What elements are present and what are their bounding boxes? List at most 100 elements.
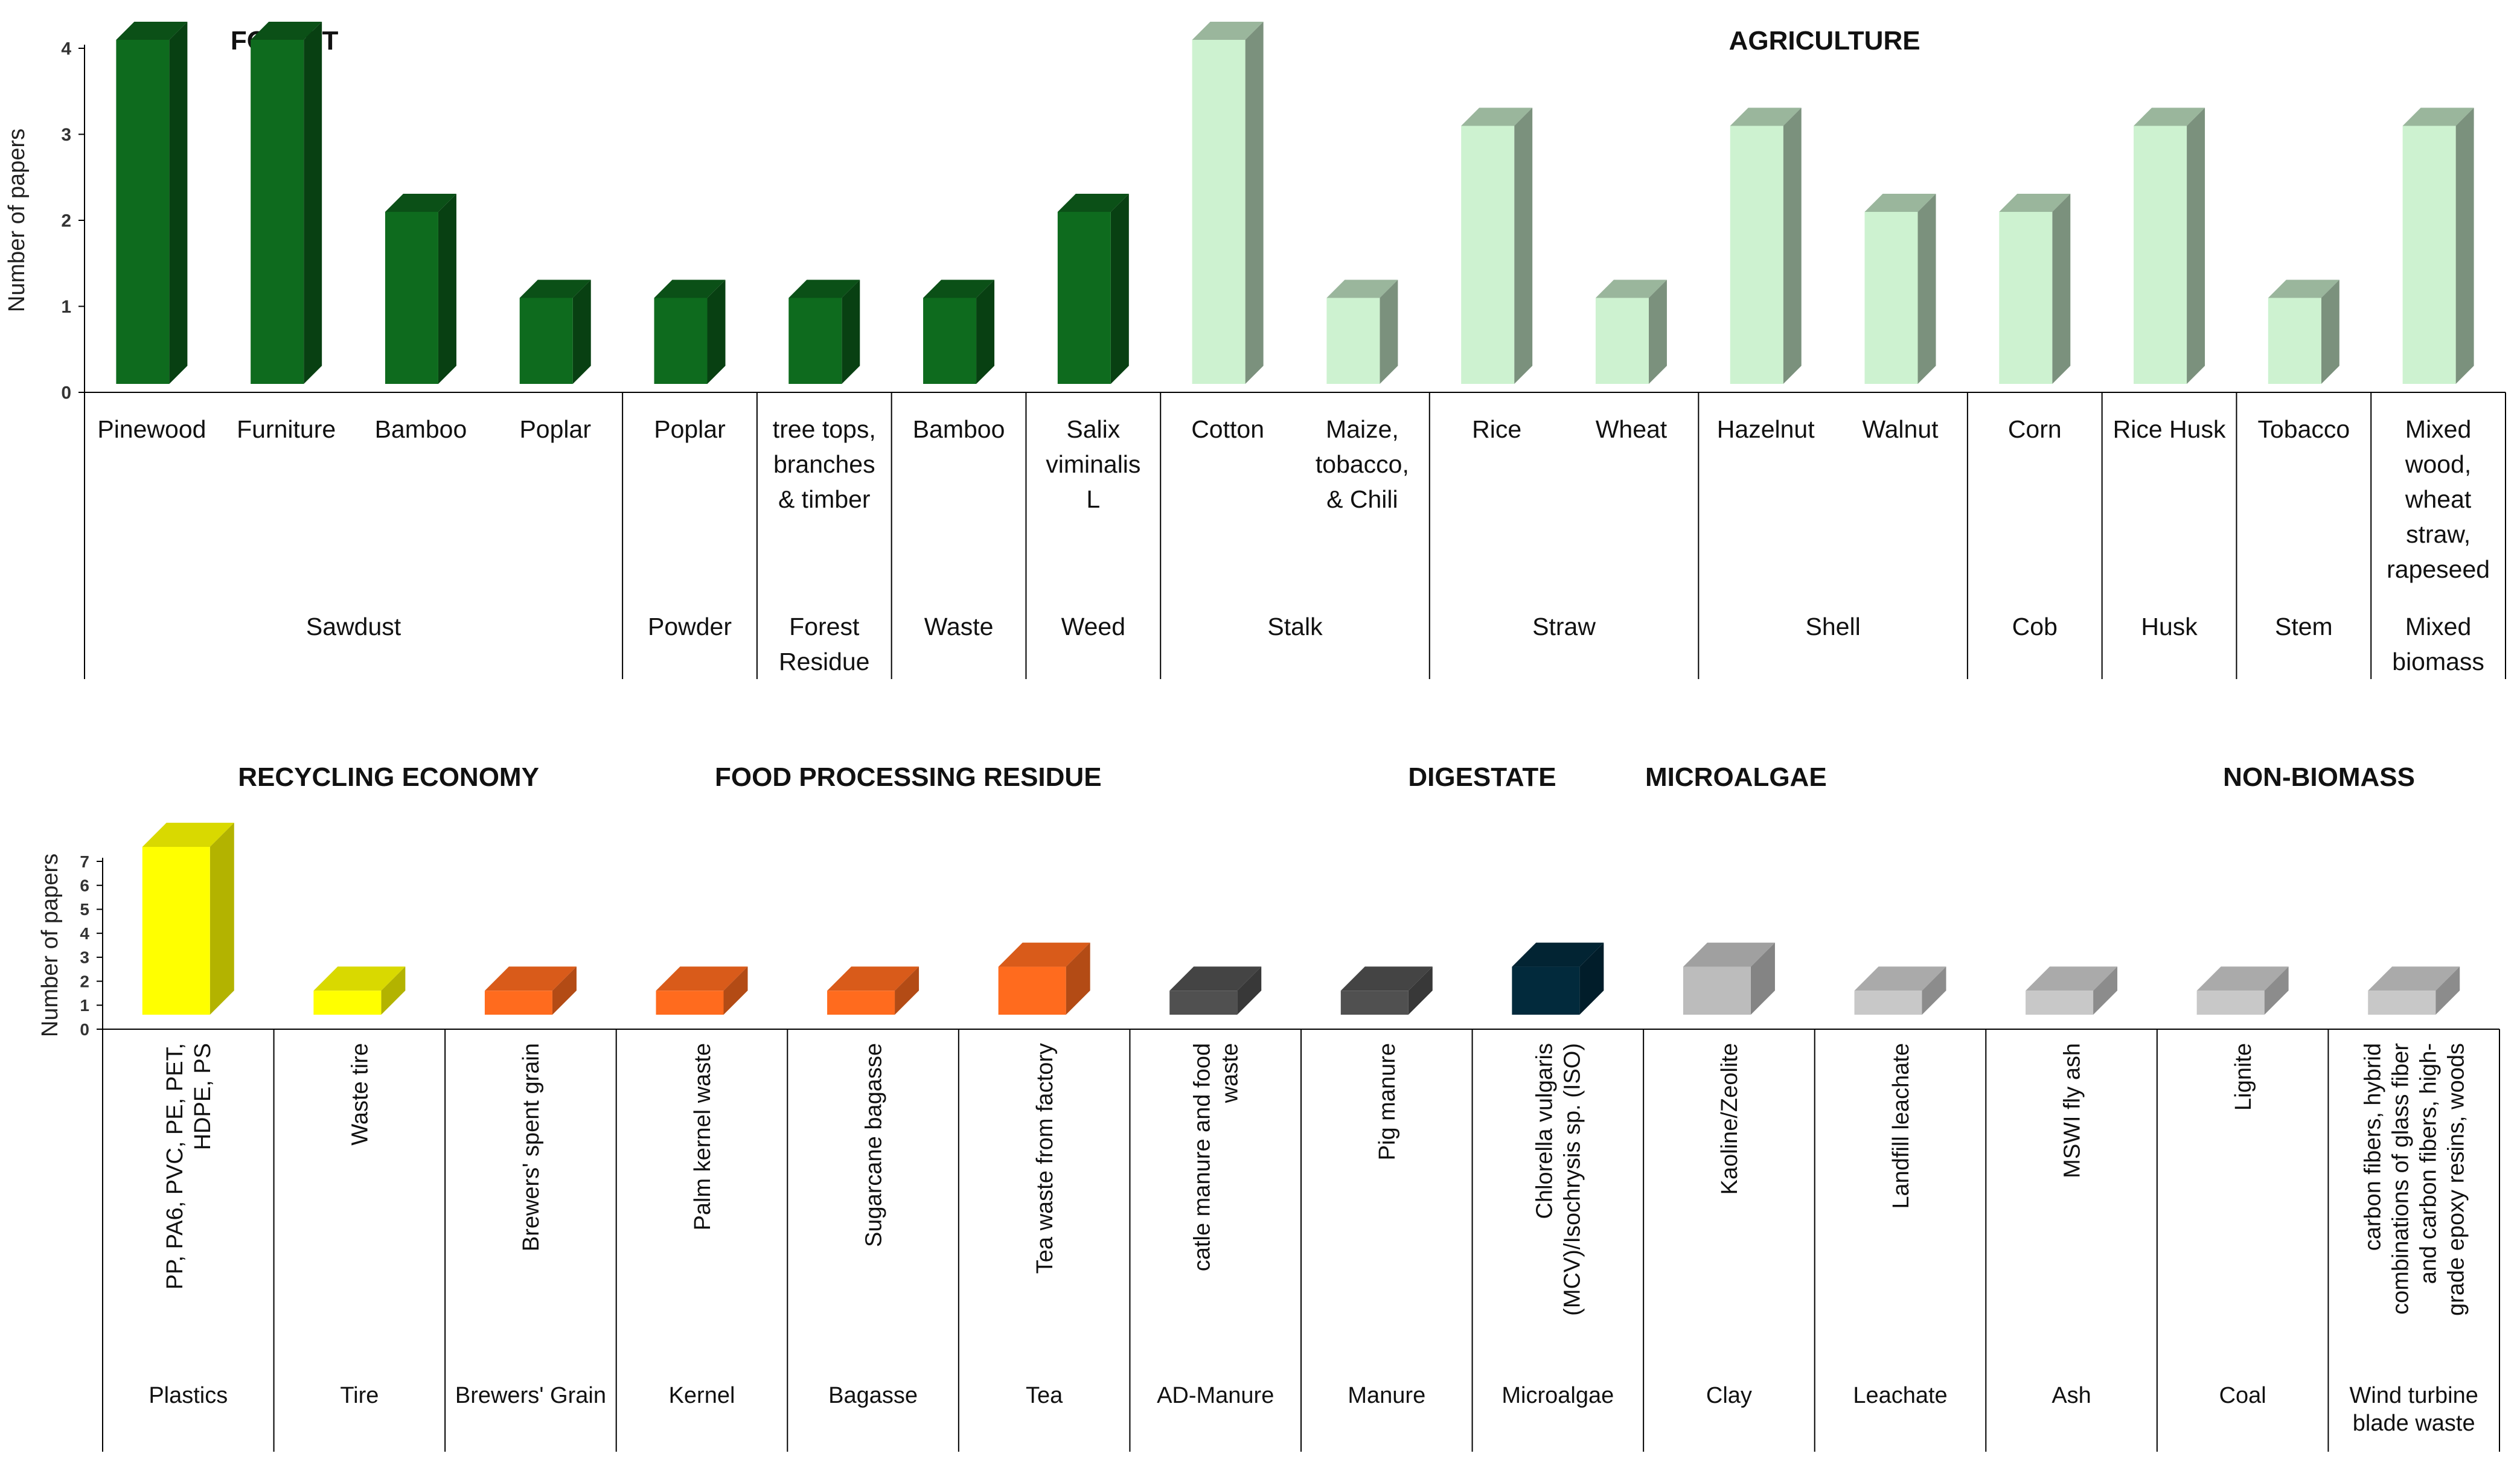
- group-label: Forest: [789, 613, 860, 640]
- category-label: Landfill leachate: [1888, 1043, 1914, 1209]
- bar-side-face: [976, 279, 995, 384]
- category-label: Sugarcane bagasse: [861, 1043, 886, 1247]
- bar: [1169, 991, 1238, 1015]
- bar-top-face: [923, 279, 995, 298]
- bar-side-face: [2321, 279, 2339, 384]
- group-label: Kernel: [669, 1383, 735, 1408]
- bar-top-face: [1326, 279, 1398, 298]
- bottom-chart-panel: Number of papers 0 1 2 3 4 5 6 7 RECYCLING ECONOM…: [37, 762, 2500, 1452]
- category-label: Corn: [2008, 415, 2062, 443]
- bar-side-face: [438, 194, 456, 384]
- bar: [1192, 40, 1246, 384]
- bar-top-face: [2026, 966, 2118, 991]
- category-label: grade epoxy resins, woods: [2444, 1043, 2469, 1316]
- group-label: Coal: [2219, 1383, 2266, 1408]
- group-label: Tire: [340, 1383, 379, 1408]
- category-label: tobacco,: [1316, 450, 1409, 478]
- bar: [1340, 991, 1409, 1015]
- group-label: Leachate: [1853, 1383, 1947, 1408]
- group-label: Straw: [1532, 613, 1596, 640]
- bar-side-face: [552, 966, 577, 1015]
- bar: [923, 298, 977, 384]
- bar: [1595, 298, 1649, 384]
- category-label: Lignite: [2231, 1043, 2256, 1111]
- bar-top-face: [519, 279, 591, 298]
- section-title: DIGESTATE: [1408, 762, 1556, 792]
- bar: [656, 991, 724, 1015]
- bar-top-face: [484, 966, 577, 991]
- group-label: Brewers' Grain: [455, 1383, 606, 1408]
- bar: [2368, 991, 2436, 1015]
- bar-top-face: [1057, 194, 1129, 212]
- bar-side-face: [1237, 966, 1262, 1015]
- category-label: Bamboo: [913, 415, 1005, 443]
- category-label: straw,: [2406, 520, 2470, 548]
- category-label: Chlorella vulgaris: [1532, 1043, 1558, 1219]
- y-axis-label: Number of papers: [37, 854, 63, 1037]
- bar-top-face: [1192, 22, 1264, 40]
- category-label: Mixed: [2405, 415, 2471, 443]
- y-axis-label: Number of papers: [4, 129, 30, 312]
- group-label: Manure: [1348, 1383, 1425, 1408]
- bar-top-face: [788, 279, 860, 298]
- group-label: Waste: [924, 613, 994, 640]
- group-label: blade waste: [2353, 1411, 2475, 1436]
- category-label: Brewers' spent grain: [519, 1043, 544, 1251]
- bar-side-face: [1917, 194, 1936, 384]
- section-title: MICROALGAE: [1645, 762, 1827, 792]
- bar-top-face: [1340, 966, 1433, 991]
- category-label: Pig manure: [1375, 1043, 1400, 1160]
- group-label: Bagasse: [828, 1383, 918, 1408]
- bar-side-face: [2435, 966, 2460, 1015]
- bar-top-face: [2268, 279, 2339, 298]
- category-label: Poplar: [654, 415, 726, 443]
- bar-side-face: [1783, 107, 1802, 384]
- group-label: Husk: [2141, 613, 2198, 640]
- group-label: biomass: [2392, 648, 2484, 675]
- y-tick-label: 3: [80, 948, 89, 967]
- group-label: Microalgae: [1501, 1383, 1614, 1408]
- bar-side-face: [1110, 194, 1129, 384]
- bar: [1326, 298, 1380, 384]
- bar: [251, 40, 304, 384]
- category-label: & timber: [778, 485, 871, 513]
- group-label: Residue: [779, 648, 869, 675]
- top-chart-panel: Number of papers01234FORESTAGRICULTUREPi…: [4, 22, 2506, 679]
- y-tick-label: 2: [61, 211, 71, 231]
- bar-side-face: [842, 279, 860, 384]
- category-label: Palm kernel waste: [690, 1043, 715, 1230]
- bar-top-face: [1461, 107, 1533, 126]
- bar-side-face: [169, 22, 188, 384]
- category-label: combinations of glass fiber: [2388, 1043, 2414, 1315]
- bar-top-face: [385, 194, 456, 212]
- group-label: Clay: [1706, 1383, 1752, 1408]
- bar: [1461, 126, 1515, 384]
- bar: [788, 298, 842, 384]
- bar-top-face: [116, 22, 188, 40]
- category-label: Walnut: [1862, 415, 1939, 443]
- bar-side-face: [1648, 279, 1667, 384]
- bar-side-face: [381, 966, 406, 1015]
- group-label: Sawdust: [306, 613, 401, 640]
- category-label: & Chili: [1326, 485, 1398, 513]
- group-label: Shell: [1806, 613, 1861, 640]
- category-label: tree tops,: [773, 415, 876, 443]
- y-tick-label: 1: [61, 297, 71, 317]
- category-label: rapeseed: [2387, 555, 2490, 583]
- bar: [313, 991, 382, 1015]
- bar-top-face: [142, 823, 234, 847]
- category-label: Tea waste from factory: [1032, 1043, 1058, 1274]
- y-tick-label: 0: [61, 383, 71, 403]
- category-label: waste: [1218, 1043, 1243, 1103]
- bar-side-face: [1408, 966, 1433, 1015]
- bar-side-face: [1245, 22, 1264, 384]
- bar: [1512, 966, 1580, 1015]
- category-label: Hazelnut: [1717, 415, 1815, 443]
- y-tick-label: 4: [80, 924, 89, 943]
- bar-side-face: [2264, 966, 2289, 1015]
- y-tick-label: 3: [61, 125, 71, 145]
- section-title: AGRICULTURE: [1729, 26, 1920, 56]
- bar: [2268, 298, 2321, 384]
- bar-side-face: [1380, 279, 1398, 384]
- category-label: Maize,: [1326, 415, 1399, 443]
